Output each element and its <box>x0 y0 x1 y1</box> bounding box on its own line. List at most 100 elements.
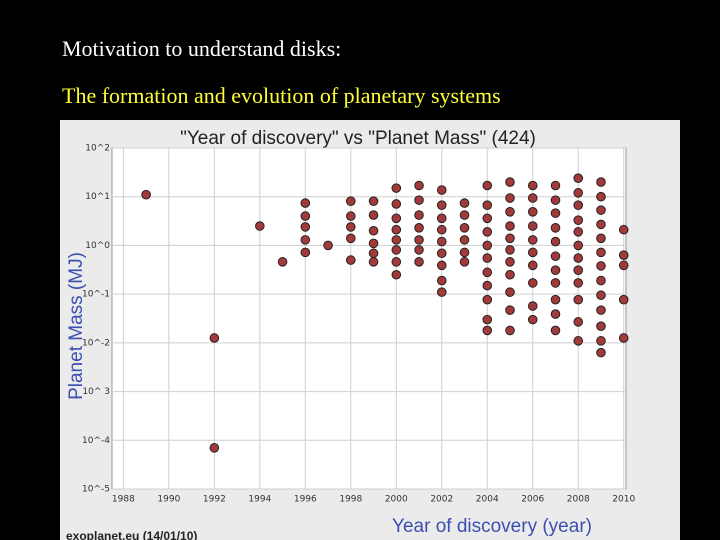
data-point <box>596 336 606 346</box>
data-point <box>527 207 538 217</box>
plot-area <box>111 147 627 490</box>
data-point <box>346 255 356 265</box>
x-tick-label: 1990 <box>157 495 180 505</box>
data-point <box>482 294 493 305</box>
data-point <box>459 210 470 220</box>
data-point <box>618 250 629 261</box>
x-tick-label: 2010 <box>612 495 635 505</box>
data-point <box>550 195 561 205</box>
y-tick-label: 10^-4 <box>82 436 110 446</box>
data-point <box>573 200 584 210</box>
data-point <box>596 191 606 202</box>
source-note: exoplanet.eu (14/01/10) <box>66 529 197 540</box>
data-point <box>527 314 538 325</box>
data-point <box>459 257 470 267</box>
data-point <box>436 248 447 259</box>
data-point <box>505 233 515 244</box>
data-point <box>414 180 424 191</box>
data-point <box>550 223 561 233</box>
data-point <box>436 200 447 210</box>
data-point <box>573 173 584 183</box>
data-point <box>459 198 470 208</box>
data-point <box>300 235 311 245</box>
data-point <box>346 222 356 232</box>
data-point <box>527 180 538 191</box>
data-point <box>277 257 288 267</box>
data-point <box>482 227 493 237</box>
data-point <box>527 221 538 231</box>
x-tick-label: 1998 <box>339 495 362 505</box>
data-point <box>573 227 584 237</box>
data-point <box>505 305 515 315</box>
data-point <box>414 257 424 267</box>
data-point <box>391 235 402 245</box>
data-point <box>459 247 470 258</box>
data-point <box>368 210 379 220</box>
y-tick-label: 10^ 3 <box>82 387 110 397</box>
data-point <box>346 233 356 244</box>
data-point <box>527 278 538 288</box>
data-point <box>459 235 470 245</box>
x-tick-label: 2006 <box>521 495 544 505</box>
x-tick-label: 1994 <box>248 495 271 505</box>
data-point <box>368 248 379 259</box>
x-tick-label: 1996 <box>294 495 317 505</box>
x-tick-label: 2008 <box>567 495 590 505</box>
data-point <box>527 247 538 258</box>
data-point <box>573 215 584 225</box>
data-point <box>550 325 561 336</box>
data-point <box>368 225 379 236</box>
data-point <box>459 223 470 233</box>
data-point <box>482 314 493 325</box>
data-point <box>573 336 584 346</box>
data-point <box>505 269 515 280</box>
data-point <box>596 290 606 301</box>
data-point <box>436 224 447 235</box>
data-point <box>618 333 629 343</box>
data-point <box>505 177 515 187</box>
chart-title: "Year of discovery" vs "Planet Mass" (42… <box>180 128 536 149</box>
data-point <box>596 321 606 331</box>
data-point <box>482 180 493 191</box>
data-point <box>573 317 584 327</box>
data-point <box>482 253 493 263</box>
x-tick-label: 2000 <box>385 495 408 505</box>
data-point <box>300 247 311 258</box>
data-point <box>482 200 493 210</box>
x-tick-label: 1992 <box>203 495 226 505</box>
data-point <box>391 213 402 224</box>
data-point <box>368 238 379 249</box>
data-point <box>573 253 584 263</box>
y-tick-label: 10^-1 <box>82 290 110 300</box>
data-point <box>505 325 515 336</box>
data-point <box>368 257 379 267</box>
data-point <box>596 219 606 230</box>
data-point <box>323 240 333 251</box>
data-point <box>527 260 538 271</box>
data-point <box>550 294 561 305</box>
data-point <box>300 198 311 208</box>
data-point <box>436 275 447 286</box>
data-point <box>482 267 493 278</box>
y-tick-label: 10^-5 <box>82 485 110 495</box>
data-point <box>391 183 402 193</box>
x-axis-label: Year of discovery (year) <box>392 516 592 537</box>
data-point <box>596 247 606 258</box>
data-point <box>414 223 424 233</box>
data-point <box>573 278 584 288</box>
data-point <box>596 233 606 244</box>
data-point <box>550 251 561 262</box>
data-point <box>596 275 606 286</box>
data-point <box>391 257 402 267</box>
data-point <box>618 260 629 271</box>
data-point <box>618 294 629 305</box>
data-point <box>550 278 561 288</box>
data-point <box>209 443 220 453</box>
data-point <box>346 211 356 221</box>
data-point <box>391 199 402 209</box>
data-point <box>482 213 493 224</box>
data-point <box>436 185 447 195</box>
data-point <box>573 265 584 276</box>
